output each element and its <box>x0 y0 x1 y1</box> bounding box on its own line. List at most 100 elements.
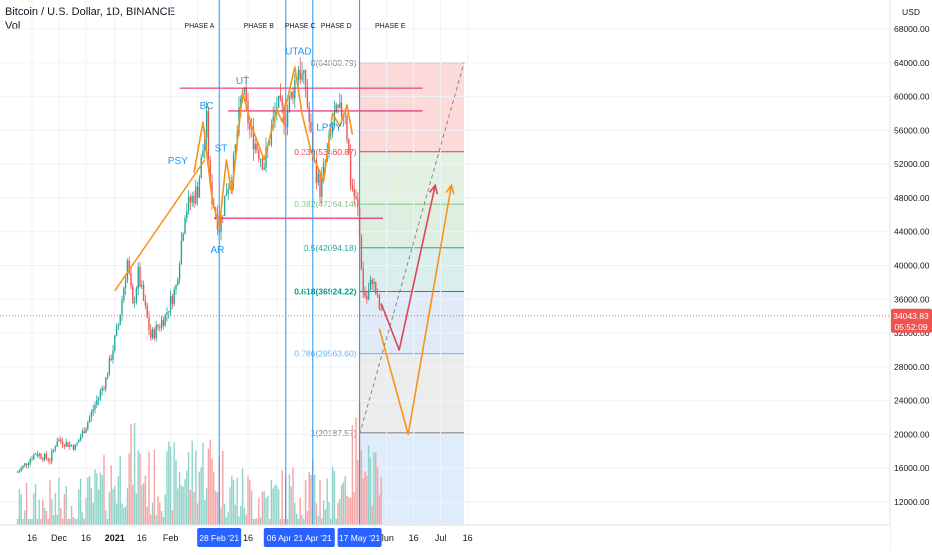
candle <box>108 358 111 376</box>
candle <box>85 428 87 434</box>
candle <box>375 281 377 295</box>
wyckoff-label-ut: UT <box>236 76 249 87</box>
volume-bar <box>54 492 57 527</box>
volume-bar <box>61 518 64 527</box>
fib-zone-0.236 <box>359 151 464 205</box>
candle <box>263 167 265 170</box>
volume-bar <box>330 518 332 527</box>
volume-bar <box>310 474 312 527</box>
candle <box>344 115 346 117</box>
candle <box>130 272 132 287</box>
volume-bar <box>191 440 193 527</box>
candle <box>51 451 53 462</box>
candle <box>207 110 210 161</box>
volume-bar <box>195 450 197 527</box>
volume-bars <box>16 402 382 527</box>
volume-bar <box>128 453 130 527</box>
fib-level-label-1: 1(20187.57) <box>311 428 357 438</box>
candle <box>369 279 372 291</box>
candle <box>303 70 305 74</box>
fib-level-label-0.618: 0.618(36924.22) <box>294 286 357 296</box>
candle <box>150 329 152 338</box>
candle <box>24 463 26 466</box>
candle <box>362 268 364 291</box>
volume-bar <box>65 486 67 527</box>
candle <box>96 400 98 405</box>
price-tick-label: 52000.00 <box>894 159 930 169</box>
volume-bar <box>186 470 188 527</box>
date-marker-badge <box>197 528 242 547</box>
candle <box>195 186 197 204</box>
volume-bar <box>283 518 285 527</box>
wyckoff-label-psy: PSY <box>168 156 188 167</box>
volume-bar <box>207 448 210 527</box>
volume-bar <box>326 478 328 527</box>
candle <box>79 436 82 441</box>
candle <box>142 284 145 301</box>
volume-bar <box>369 457 372 527</box>
time-tick-label: 16 <box>81 533 91 543</box>
price-tick-label: 24000.00 <box>894 396 930 406</box>
candle <box>124 280 127 289</box>
volume-bar <box>20 494 22 527</box>
phase-label: PHASE D <box>321 23 352 30</box>
volume-bar <box>200 467 202 527</box>
candle <box>223 195 226 216</box>
candle <box>90 411 93 418</box>
volume-bar <box>236 477 238 527</box>
volume-bar <box>351 425 354 527</box>
candle <box>205 110 208 138</box>
volume-bar <box>36 518 39 527</box>
price-axis: USD 12000.00 16000.00 20000.00 24000.00 28000… <box>889 0 932 550</box>
drawings <box>114 62 465 436</box>
price-tick-label: 64000.00 <box>894 58 930 68</box>
volume-bar <box>333 471 336 527</box>
volume-bar <box>119 455 121 527</box>
candle <box>45 453 48 459</box>
volume-bar <box>51 498 53 527</box>
candle <box>268 144 271 146</box>
candle <box>148 317 150 330</box>
candle <box>340 102 343 118</box>
volume-bar <box>126 488 129 527</box>
candle <box>27 463 30 466</box>
volume-bar <box>241 468 244 527</box>
volume-bar <box>294 503 296 527</box>
volume-bar <box>166 451 168 527</box>
volume-bar <box>97 489 100 527</box>
candle <box>123 288 125 300</box>
time-tick-label: 16 <box>243 533 253 543</box>
candle <box>258 150 260 160</box>
volume-bar <box>342 482 345 527</box>
volume-bar <box>103 454 105 527</box>
volume-bar <box>151 502 154 527</box>
candle <box>114 335 116 351</box>
candle <box>376 294 379 296</box>
fib-level-label-0.382: 0.382(47264.14) <box>294 199 357 209</box>
candle <box>366 296 368 300</box>
candle <box>126 260 129 281</box>
volume-bar <box>229 487 231 527</box>
volume-bar <box>74 518 76 527</box>
candle <box>65 442 67 447</box>
volume-bar <box>281 470 283 527</box>
date-marker-label: 21 Apr '21 <box>294 533 332 543</box>
candle <box>164 314 166 326</box>
volume-bar <box>150 514 152 527</box>
wyckoff-labels: PSY BC ST AR UT UTAD LPSY <box>168 46 342 255</box>
candle <box>315 160 318 183</box>
horizontal-levels <box>0 87 890 317</box>
time-axis-background <box>0 525 890 550</box>
projection-orange-arrowhead <box>445 183 455 195</box>
volume-bar <box>123 507 125 527</box>
candle <box>60 439 62 442</box>
candle <box>254 143 256 150</box>
volume-bar <box>362 478 364 527</box>
candle <box>81 431 84 437</box>
volume-bar <box>69 518 71 527</box>
volume-bar <box>202 442 204 527</box>
volume-bar <box>335 518 337 527</box>
volume-bar <box>133 422 136 527</box>
volume-bar <box>146 506 148 527</box>
